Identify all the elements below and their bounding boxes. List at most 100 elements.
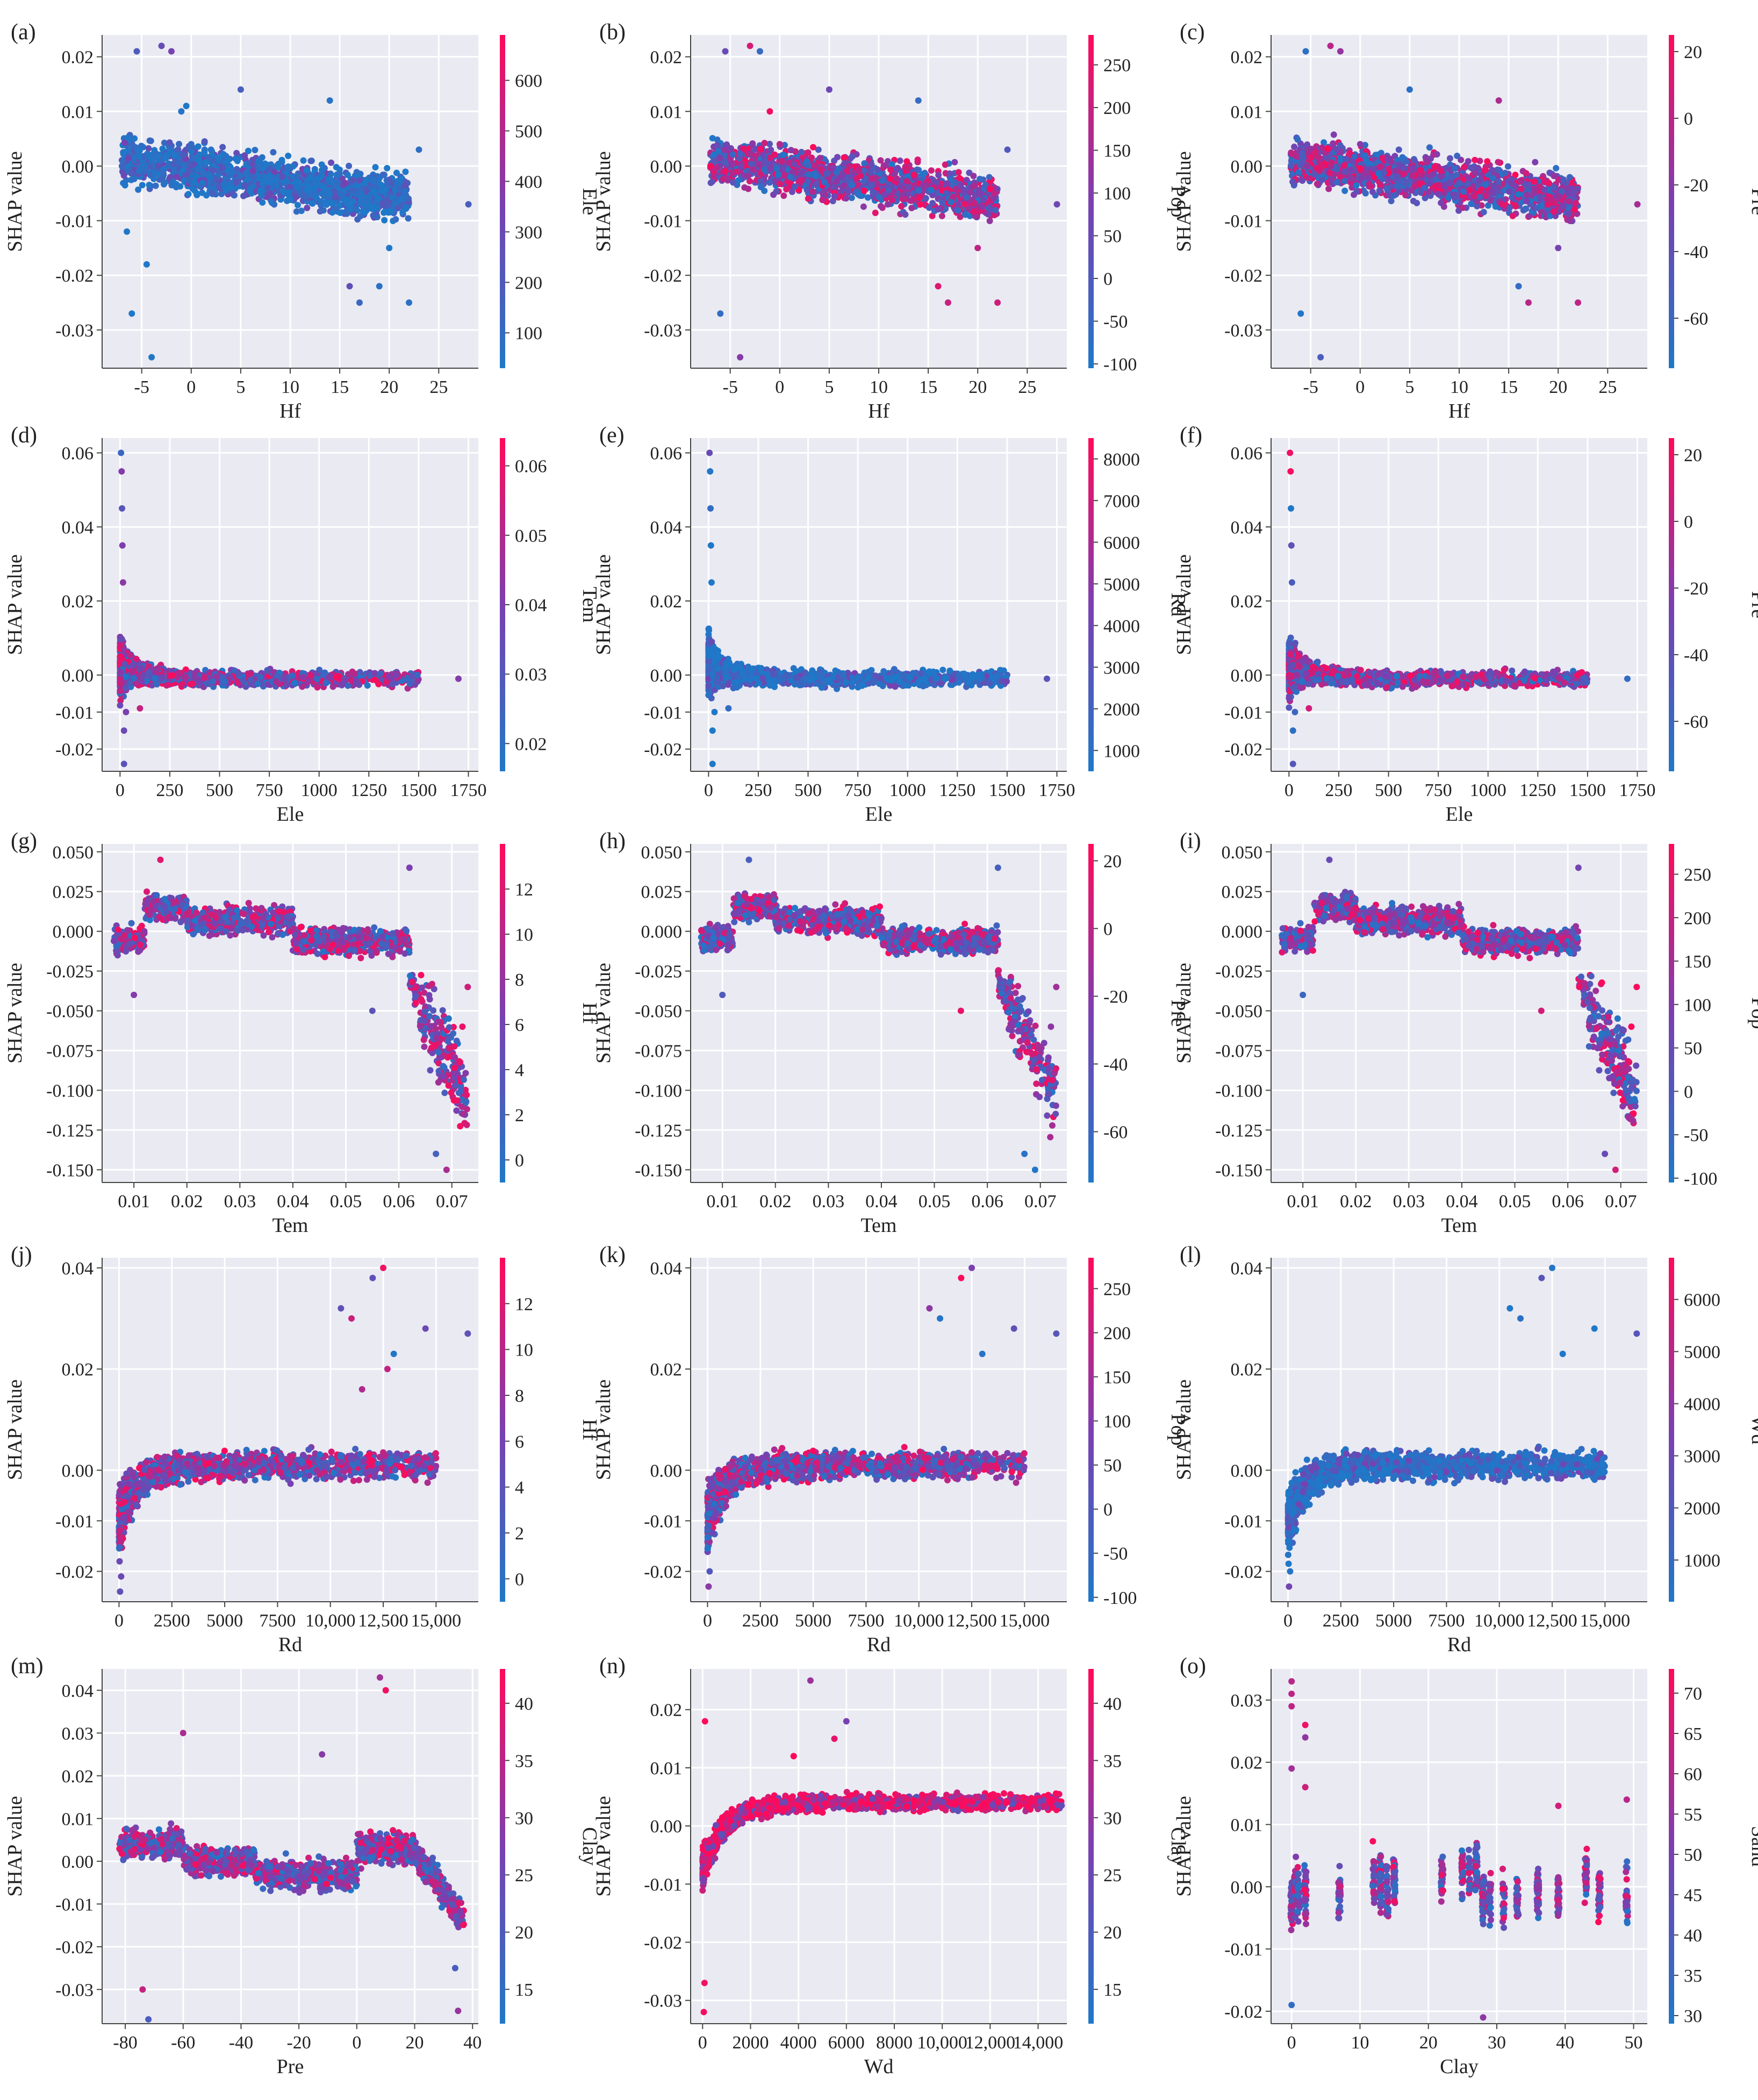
data-point	[902, 211, 909, 218]
panel-a: (a)-5 0 5 10 15 20 25-0.03-0.02-0.010.000.010.…	[4, 20, 601, 422]
data-point	[1472, 156, 1479, 163]
data-point	[357, 213, 364, 220]
data-point	[1392, 167, 1399, 174]
y-tick-label: 0.02	[1231, 48, 1263, 68]
data-point	[1437, 167, 1444, 174]
data-point	[242, 170, 249, 177]
data-point	[1395, 146, 1402, 153]
data-point	[861, 160, 868, 167]
data-point	[1341, 177, 1348, 184]
x-tick-label: 20	[968, 377, 987, 397]
data-point	[928, 187, 935, 193]
data-point	[256, 156, 263, 163]
data-point	[755, 161, 762, 168]
data-point	[1321, 139, 1328, 146]
data-point	[1466, 187, 1473, 193]
data-point	[285, 152, 292, 159]
data-point	[809, 188, 816, 195]
data-point	[978, 190, 985, 197]
data-point	[249, 167, 256, 174]
data-point	[798, 177, 805, 184]
data-point-outlier	[128, 310, 135, 317]
data-point	[955, 207, 961, 214]
x-tick-label: 20	[1549, 377, 1567, 397]
data-point	[180, 166, 186, 173]
data-point-outlier	[944, 299, 951, 306]
data-point	[1476, 177, 1483, 184]
data-point	[134, 147, 141, 154]
data-point	[167, 148, 174, 155]
data-point-outlier	[1575, 299, 1582, 306]
data-point	[935, 206, 942, 213]
data-point	[336, 170, 343, 177]
y-tick-label: -0.01	[55, 212, 94, 232]
data-point	[729, 179, 736, 186]
data-point	[887, 175, 894, 182]
data-point	[929, 200, 936, 207]
data-point-outlier	[306, 179, 313, 186]
x-tick-label: 1000	[301, 780, 338, 800]
data-point	[1370, 166, 1377, 173]
plot-area	[102, 438, 478, 771]
data-point	[333, 178, 340, 185]
data-point	[313, 195, 320, 202]
data-point	[849, 153, 856, 160]
y-tick-label: 0.00	[1231, 157, 1263, 177]
data-point	[713, 165, 720, 172]
data-point	[255, 164, 262, 171]
data-point	[399, 209, 406, 216]
data-point	[908, 197, 915, 204]
data-point	[1555, 192, 1562, 199]
data-point-outlier	[935, 283, 942, 290]
data-point	[944, 180, 951, 187]
data-point	[965, 205, 972, 212]
data-point	[160, 171, 167, 178]
data-point-outlier	[346, 283, 353, 290]
x-tick-label: 25	[1018, 377, 1036, 397]
data-point	[1324, 145, 1331, 152]
data-point	[346, 162, 353, 169]
data-point	[1314, 181, 1321, 188]
x-axis-label: Ele	[277, 803, 304, 826]
data-point	[331, 188, 338, 195]
data-point	[135, 186, 142, 193]
data-point	[766, 179, 773, 186]
data-point	[942, 161, 949, 168]
data-point	[805, 195, 812, 202]
data-point	[987, 205, 994, 212]
data-point	[798, 148, 805, 155]
data-point	[805, 178, 812, 185]
colorbar-label: Ele	[578, 188, 601, 216]
data-point	[874, 166, 881, 173]
data-point	[880, 162, 887, 169]
panel-label: (c)	[1180, 20, 1205, 45]
y-tick-label: -0.03	[644, 321, 682, 341]
x-tick-label: 10	[870, 377, 888, 397]
data-point	[1294, 136, 1301, 143]
data-point	[970, 173, 977, 180]
data-point	[876, 193, 882, 200]
data-point	[259, 187, 266, 194]
data-point	[174, 174, 181, 181]
data-point	[1384, 156, 1391, 163]
x-tick-label: 15	[919, 377, 937, 397]
data-point	[1402, 192, 1409, 199]
data-point	[714, 141, 721, 148]
data-point	[1358, 174, 1365, 181]
data-point	[275, 164, 282, 171]
data-point	[908, 205, 915, 212]
data-point	[216, 157, 223, 164]
y-tick-label: 0.00	[62, 157, 94, 177]
data-point	[249, 183, 256, 190]
data-point-outlier	[1634, 201, 1641, 208]
data-point	[1538, 203, 1545, 210]
data-point	[1546, 180, 1553, 187]
data-point-outlier	[722, 48, 729, 55]
data-point	[139, 182, 146, 189]
data-point	[1488, 188, 1495, 195]
data-point	[402, 168, 409, 175]
data-point-outlier	[1515, 283, 1522, 290]
data-point-outlier	[207, 146, 214, 153]
data-point-outlier	[124, 228, 131, 235]
data-point	[898, 203, 905, 210]
